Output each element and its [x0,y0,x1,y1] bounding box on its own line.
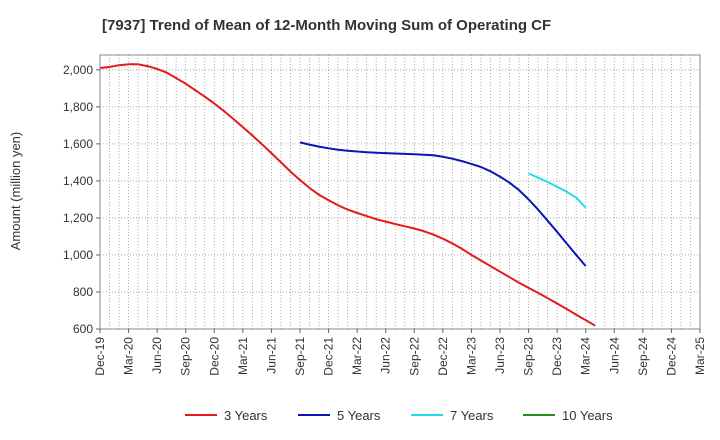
x-tick-label: Mar-22 [350,337,364,375]
x-tick-label: Sep-23 [522,337,536,376]
x-tick-label: Sep-22 [407,337,421,376]
legend-label: 5 Years [337,408,381,423]
x-tick-label: Jun-20 [150,337,164,374]
x-tick-label: Mar-21 [236,337,250,375]
series-line-5-years [299,141,587,267]
y-tick-label: 1,000 [63,248,93,262]
x-tick-label: Mar-23 [464,337,478,375]
y-tick-label: 600 [73,322,93,336]
x-tick-label: Mar-24 [579,337,593,375]
x-tick-label: Sep-24 [636,337,650,376]
x-tick-label: Jun-23 [493,337,507,374]
legend: 3 Years 5 Years 7 Years 10 Years [185,408,613,423]
series-layer [99,63,596,327]
series-line-3-years [99,63,596,327]
x-tick-label: Mar-20 [122,337,136,375]
series-line-7-years [528,172,587,209]
x-tick-label: Sep-20 [179,337,193,376]
x-tick-label: Dec-24 [664,337,678,376]
y-tick-label: 1,400 [63,174,93,188]
legend-label: 7 Years [450,408,494,423]
x-tick-label: Dec-21 [322,337,336,376]
x-tick-label: Dec-22 [436,337,450,376]
x-tick-label: Dec-23 [550,337,564,376]
y-ticks: 600 800 1,000 1,200 1,400 1,600 1,800 2,000 [63,63,100,336]
plot-frame [99,54,701,330]
legend-label: 3 Years [224,408,268,423]
x-tick-label: Jun-21 [264,337,278,374]
x-tick-label: Jun-22 [379,337,393,374]
x-tick-label: Dec-20 [207,337,221,376]
legend-label: 10 Years [562,408,613,423]
x-tick-label: Sep-21 [293,337,307,376]
y-tick-label: 800 [73,285,93,299]
x-tick-label: Dec-19 [93,337,107,376]
y-tick-label: 1,600 [63,137,93,151]
grid [100,55,700,330]
y-tick-label: 1,200 [63,211,93,225]
chart-title: [7937] Trend of Mean of 12-Month Moving … [102,17,551,34]
x-tick-label: Jun-24 [607,337,621,374]
y-tick-label: 2,000 [63,63,93,77]
y-tick-label: 1,800 [63,100,93,114]
x-tick-label: Mar-25 [693,337,707,375]
x-ticks: Dec-19 Mar-20 Jun-20 Sep-20 Dec-20 Mar-21 Jun-… [93,329,707,376]
y-axis-label: Amount (million yen) [8,132,23,251]
